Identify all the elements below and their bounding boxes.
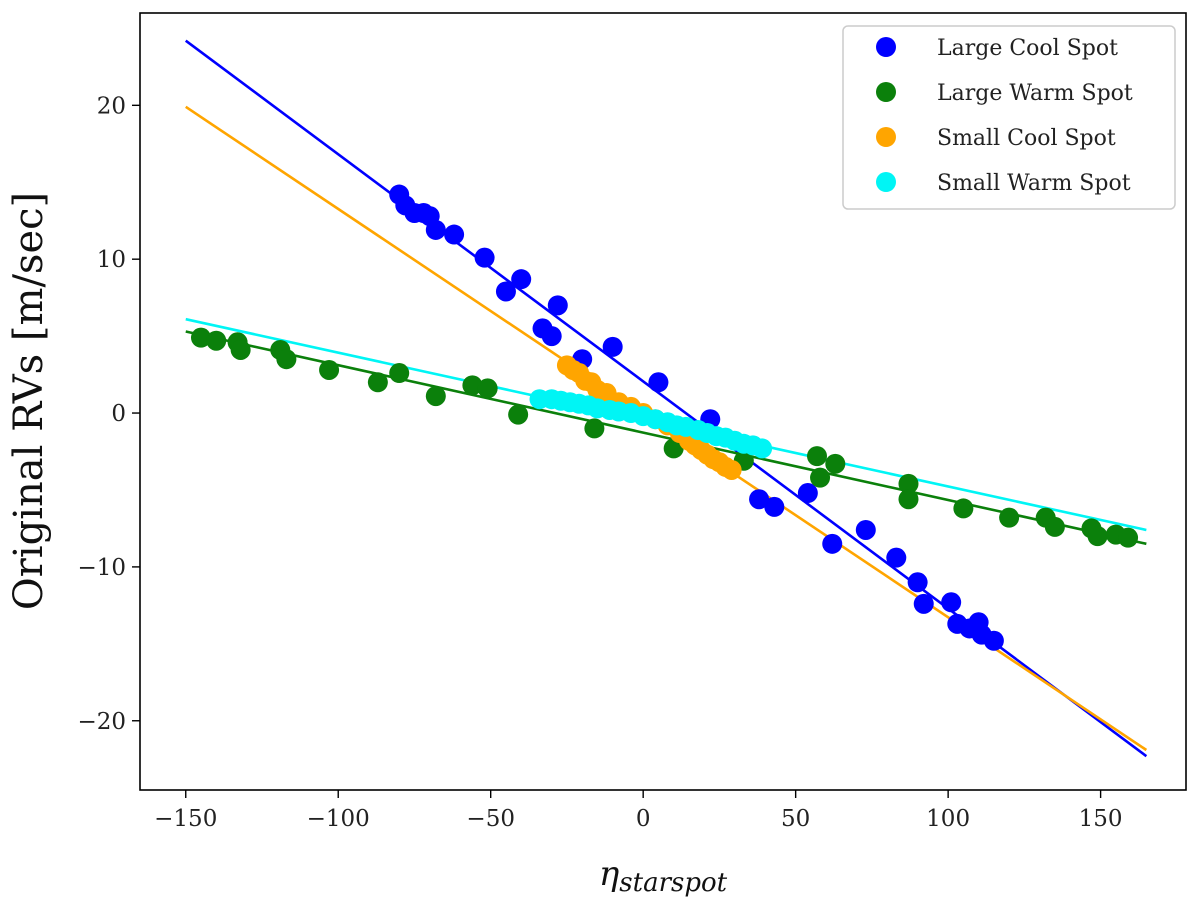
data-point <box>797 483 818 504</box>
data-point <box>276 349 297 370</box>
legend-label: Small Warm Spot <box>937 171 1131 196</box>
legend-marker <box>876 82 896 102</box>
legend-marker <box>876 37 896 57</box>
x-tick-label: 100 <box>926 806 970 832</box>
data-point <box>822 533 843 554</box>
data-point <box>190 327 211 348</box>
data-point <box>907 572 928 593</box>
data-point <box>764 496 785 517</box>
x-tick-label: −100 <box>307 806 370 832</box>
legend-marker <box>876 127 896 147</box>
y-tick-label: −10 <box>77 555 126 581</box>
data-point <box>425 386 446 407</box>
data-point <box>547 295 568 316</box>
data-point <box>999 507 1020 528</box>
data-point <box>983 630 1004 651</box>
y-tick-label: 20 <box>97 93 126 119</box>
series-large-cool-spot <box>389 184 1004 651</box>
fit-line-large-warm-spot <box>185 330 1147 546</box>
data-point <box>1118 527 1139 548</box>
legend-marker <box>876 172 896 192</box>
x-tick-label: 0 <box>636 806 651 832</box>
data-point <box>648 372 669 393</box>
x-tick-label: −50 <box>466 806 515 832</box>
y-tick-label: 0 <box>111 401 126 427</box>
x-tick-label: 150 <box>1079 806 1123 832</box>
x-axis-label: ηstarspot <box>599 854 728 898</box>
data-point <box>319 359 340 380</box>
data-point <box>474 247 495 268</box>
series-small-warm-spot <box>529 389 773 459</box>
legend-items: Large Cool Spot Large Warm Spot Small Cool… <box>876 36 1133 196</box>
data-point <box>602 336 623 357</box>
x-tick-label: 50 <box>781 806 810 832</box>
data-point <box>886 547 907 568</box>
data-point <box>584 418 605 439</box>
data-point <box>367 372 388 393</box>
data-point <box>389 363 410 384</box>
data-point <box>1044 516 1065 537</box>
data-points <box>190 184 1139 651</box>
data-point <box>541 326 562 347</box>
y-tick-label: 10 <box>97 247 126 273</box>
x-axis-label-main: η <box>599 854 620 894</box>
y-axis-ticks: −20 −10 0 10 20 <box>77 93 140 735</box>
legend-box <box>842 25 1176 210</box>
data-point <box>477 378 498 399</box>
data-point <box>206 330 227 351</box>
y-axis-label: Original RVs [m/sec] <box>6 192 52 610</box>
legend: Large Cool Spot Large Warm Spot Small Cool… <box>842 25 1176 210</box>
data-point <box>898 489 919 510</box>
data-point <box>663 438 684 459</box>
data-point <box>941 592 962 613</box>
legend-label: Small Cool Spot <box>937 126 1116 151</box>
data-point <box>807 446 828 467</box>
data-point <box>752 438 773 459</box>
data-point <box>425 219 446 240</box>
data-point <box>462 375 483 396</box>
data-point <box>721 459 742 480</box>
data-point <box>508 404 529 425</box>
legend-label: Large Cool Spot <box>937 36 1118 61</box>
data-point <box>898 473 919 494</box>
data-point <box>855 519 876 540</box>
data-point <box>444 224 465 245</box>
data-point <box>953 498 974 519</box>
data-point <box>749 489 770 510</box>
data-point <box>230 339 251 360</box>
x-axis-ticks: −150 −100 −50 0 50 100 150 <box>154 790 1123 832</box>
data-point <box>1087 526 1108 547</box>
data-point <box>511 269 532 290</box>
data-point <box>810 467 831 488</box>
legend-label: Large Warm Spot <box>937 81 1133 106</box>
y-tick-label: −20 <box>77 709 126 735</box>
data-point <box>825 453 846 474</box>
x-axis-label-sub: starspot <box>619 868 727 898</box>
series-large-warm-spot <box>190 327 1139 548</box>
x-tick-label: −150 <box>154 806 217 832</box>
data-point <box>495 281 516 302</box>
data-point <box>913 593 934 614</box>
